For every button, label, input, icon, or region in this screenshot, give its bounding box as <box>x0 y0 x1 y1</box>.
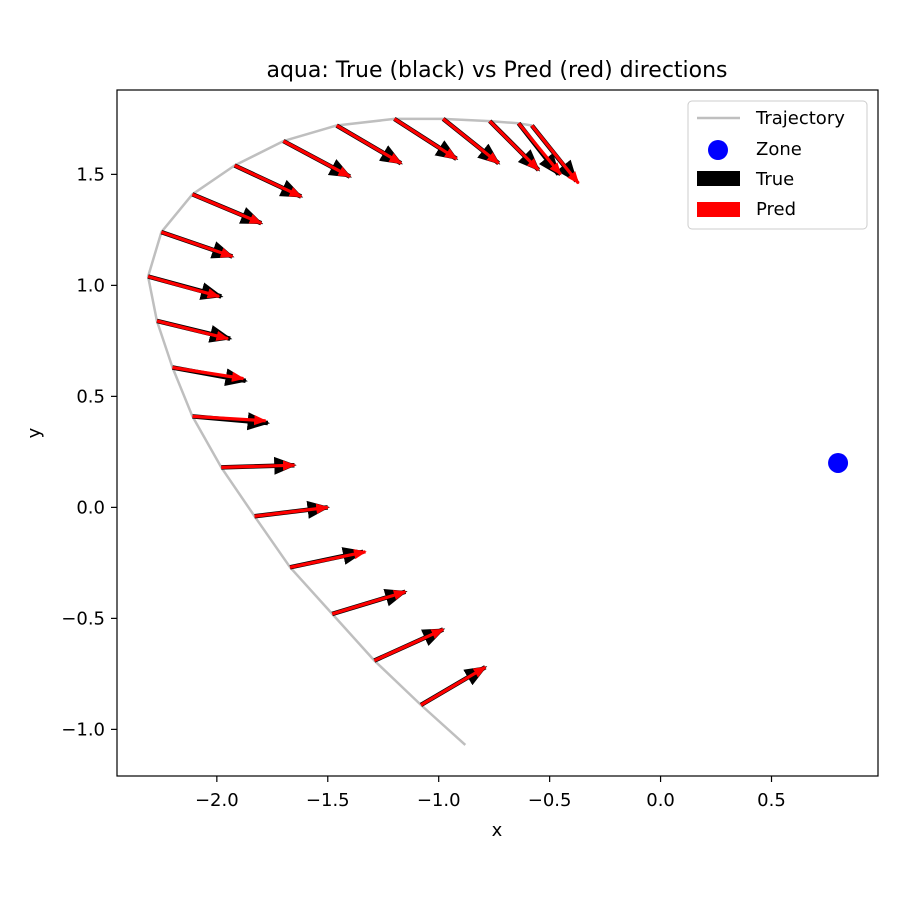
legend: Trajectory Zone True Pred <box>687 100 868 230</box>
chart-title: aqua: True (black) vs Pred (red) directi… <box>266 58 727 83</box>
x-tick-label: −1.0 <box>417 790 461 811</box>
x-tick-label: 0.0 <box>646 790 675 811</box>
pred-arrow-9 <box>147 274 221 299</box>
pred-arrow-3 <box>289 549 367 569</box>
legend-true-swatch <box>697 171 740 186</box>
x-axis: −2.0 −1.5 −1.0 −0.5 0.0 0.5 <box>195 776 786 811</box>
pred-arrow-17 <box>488 119 540 172</box>
legend-zone-label: Zone <box>756 139 802 160</box>
x-axis-label: x <box>492 820 503 841</box>
plot-frame <box>116 89 879 777</box>
pred-arrow-5 <box>221 460 296 471</box>
pred-arrow-8 <box>156 319 230 341</box>
pred-arrow-11 <box>191 192 263 225</box>
pred-arrow-7 <box>172 365 245 382</box>
y-tick-label: 1.5 <box>76 164 105 185</box>
y-axis-label: y <box>24 427 45 438</box>
legend-pred-label: Pred <box>756 199 796 220</box>
legend-trajectory-label: Trajectory <box>755 108 845 129</box>
y-tick-label: 1.0 <box>76 275 105 296</box>
pred-arrow-19 <box>530 124 580 185</box>
plot-area <box>146 116 849 746</box>
y-tick-label: 0.5 <box>76 386 105 407</box>
pred-arrow-16 <box>442 117 500 165</box>
y-tick-label: −0.5 <box>61 608 105 629</box>
pred-arrow-2 <box>331 590 407 616</box>
pred-arrow-0 <box>420 665 487 707</box>
y-tick-label: 0.0 <box>76 497 105 518</box>
pred-arrow-4 <box>254 503 330 518</box>
pred-arrow-6 <box>192 414 267 426</box>
pred-arrow-13 <box>282 139 352 178</box>
zone-marker <box>828 452 849 473</box>
pred-arrow-14 <box>335 124 403 165</box>
pred-arrow-18 <box>517 122 562 176</box>
x-tick-label: −2.0 <box>195 790 239 811</box>
pred-arrow-10 <box>160 230 234 259</box>
x-tick-label: 0.5 <box>757 790 786 811</box>
x-tick-label: −1.5 <box>306 790 350 811</box>
legend-true-label: True <box>755 169 794 190</box>
x-tick-label: −0.5 <box>528 790 572 811</box>
y-axis: −1.0 −0.5 0.0 0.5 1.0 1.5 <box>61 164 117 740</box>
pred-arrow-15 <box>393 117 458 161</box>
trajectory-line <box>146 117 533 746</box>
pred-arrow-1 <box>373 628 445 663</box>
legend-zone-swatch <box>708 140 728 160</box>
legend-box <box>687 100 868 230</box>
y-tick-label: −1.0 <box>61 719 105 740</box>
pred-arrow-12 <box>233 164 303 199</box>
legend-pred-swatch <box>697 202 740 217</box>
